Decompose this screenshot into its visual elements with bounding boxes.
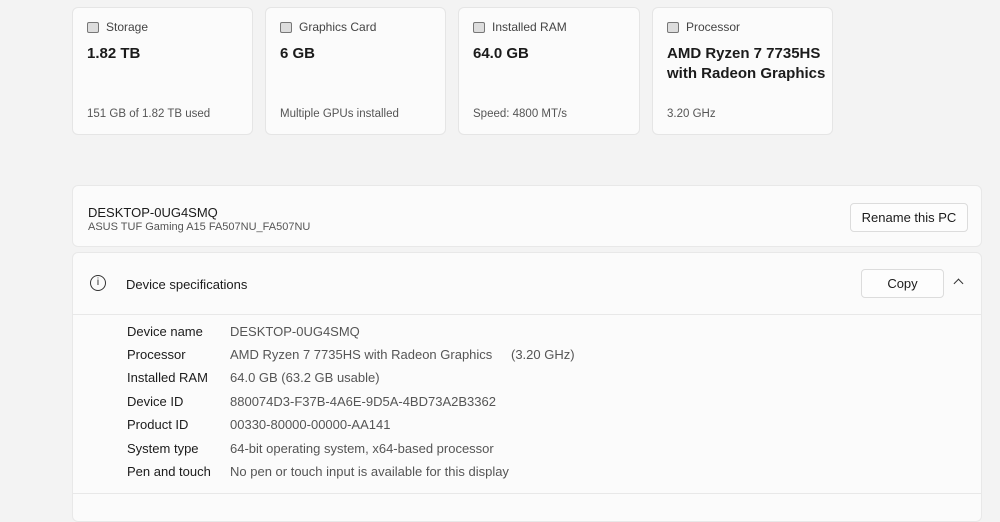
spec-row: Processor AMD Ryzen 7 7735HS with Radeon … bbox=[127, 347, 575, 362]
storage-icon bbox=[87, 21, 99, 33]
spec-value-speed: (3.20 GHz) bbox=[511, 347, 575, 362]
card-sub: 3.20 GHz bbox=[667, 108, 716, 120]
card-label: Graphics Card bbox=[299, 20, 377, 34]
card-value: AMD Ryzen 7 7735HS with Radeon Graphics bbox=[667, 45, 826, 82]
spec-value: AMD Ryzen 7 7735HS with Radeon Graphics bbox=[230, 347, 493, 362]
spec-value: DESKTOP-0UG4SMQ bbox=[230, 324, 360, 339]
spec-row: Device name DESKTOP-0UG4SMQ bbox=[127, 324, 360, 339]
ram-card[interactable]: Installed RAM 64.0 GB Speed: 4800 MT/s bbox=[458, 7, 640, 135]
card-sub: 151 GB of 1.82 TB used bbox=[87, 108, 211, 120]
spec-row: Product ID 00330-80000-00000-AA141 bbox=[127, 417, 390, 432]
spec-label: Device name bbox=[127, 324, 203, 339]
spec-label: Product ID bbox=[127, 417, 189, 432]
card-value: 64.0 GB bbox=[473, 45, 529, 62]
card-sub: Speed: 4800 MT/s bbox=[473, 108, 567, 120]
device-name: DESKTOP-0UG4SMQ bbox=[88, 205, 218, 220]
copy-button[interactable]: Copy bbox=[861, 269, 944, 298]
card-label: Storage bbox=[106, 20, 149, 34]
rename-pc-button[interactable]: Rename this PC bbox=[850, 203, 968, 232]
specs-title: Device specifications bbox=[126, 277, 248, 292]
spec-row: Pen and touch No pen or touch input is av… bbox=[127, 464, 509, 479]
spec-value: No pen or touch input is available for t… bbox=[230, 464, 509, 479]
spec-label: System type bbox=[127, 441, 199, 456]
device-name-panel: DESKTOP-0UG4SMQ ASUS TUF Gaming A15 FA50… bbox=[72, 185, 982, 247]
specs-header[interactable]: i Device specifications Copy bbox=[73, 253, 981, 315]
spec-label: Pen and touch bbox=[127, 464, 211, 479]
ram-icon bbox=[473, 21, 485, 33]
chevron-up-icon[interactable] bbox=[953, 278, 964, 289]
spec-value: 64-bit operating system, x64-based proce… bbox=[230, 441, 494, 456]
card-label: Installed RAM bbox=[492, 20, 567, 34]
spec-value: 00330-80000-00000-AA141 bbox=[230, 417, 391, 432]
device-specifications-panel: i Device specifications Copy Device name… bbox=[72, 252, 982, 522]
processor-card[interactable]: Processor AMD Ryzen 7 7735HS with Radeon… bbox=[652, 7, 833, 135]
spec-label: Installed RAM bbox=[127, 370, 208, 385]
device-model: ASUS TUF Gaming A15 FA507NU_FA507NU bbox=[88, 221, 311, 233]
spec-label: Device ID bbox=[127, 394, 184, 409]
card-label: Processor bbox=[686, 20, 741, 34]
card-sub: Multiple GPUs installed bbox=[280, 108, 399, 120]
graphics-card-card[interactable]: Graphics Card 6 GB Multiple GPUs install… bbox=[265, 7, 446, 135]
spec-value: 64.0 GB (63.2 GB usable) bbox=[230, 370, 380, 385]
spec-value: 880074D3-F37B-4A6E-9D5A-4BD73A2B3362 bbox=[230, 394, 496, 409]
card-value: 6 GB bbox=[280, 45, 316, 62]
spec-label: Processor bbox=[127, 347, 186, 362]
graphics-card-icon bbox=[280, 21, 292, 33]
info-icon: i bbox=[90, 275, 106, 291]
divider bbox=[73, 493, 981, 494]
spec-row: Installed RAM 64.0 GB (63.2 GB usable) bbox=[127, 370, 380, 385]
card-value: 1.82 TB bbox=[87, 45, 141, 62]
spec-row: System type 64-bit operating system, x64-… bbox=[127, 441, 494, 456]
processor-icon bbox=[667, 21, 679, 33]
spec-row: Device ID 880074D3-F37B-4A6E-9D5A-4BD73A2… bbox=[127, 394, 496, 409]
storage-card[interactable]: Storage 1.82 TB 151 GB of 1.82 TB used bbox=[72, 7, 253, 135]
